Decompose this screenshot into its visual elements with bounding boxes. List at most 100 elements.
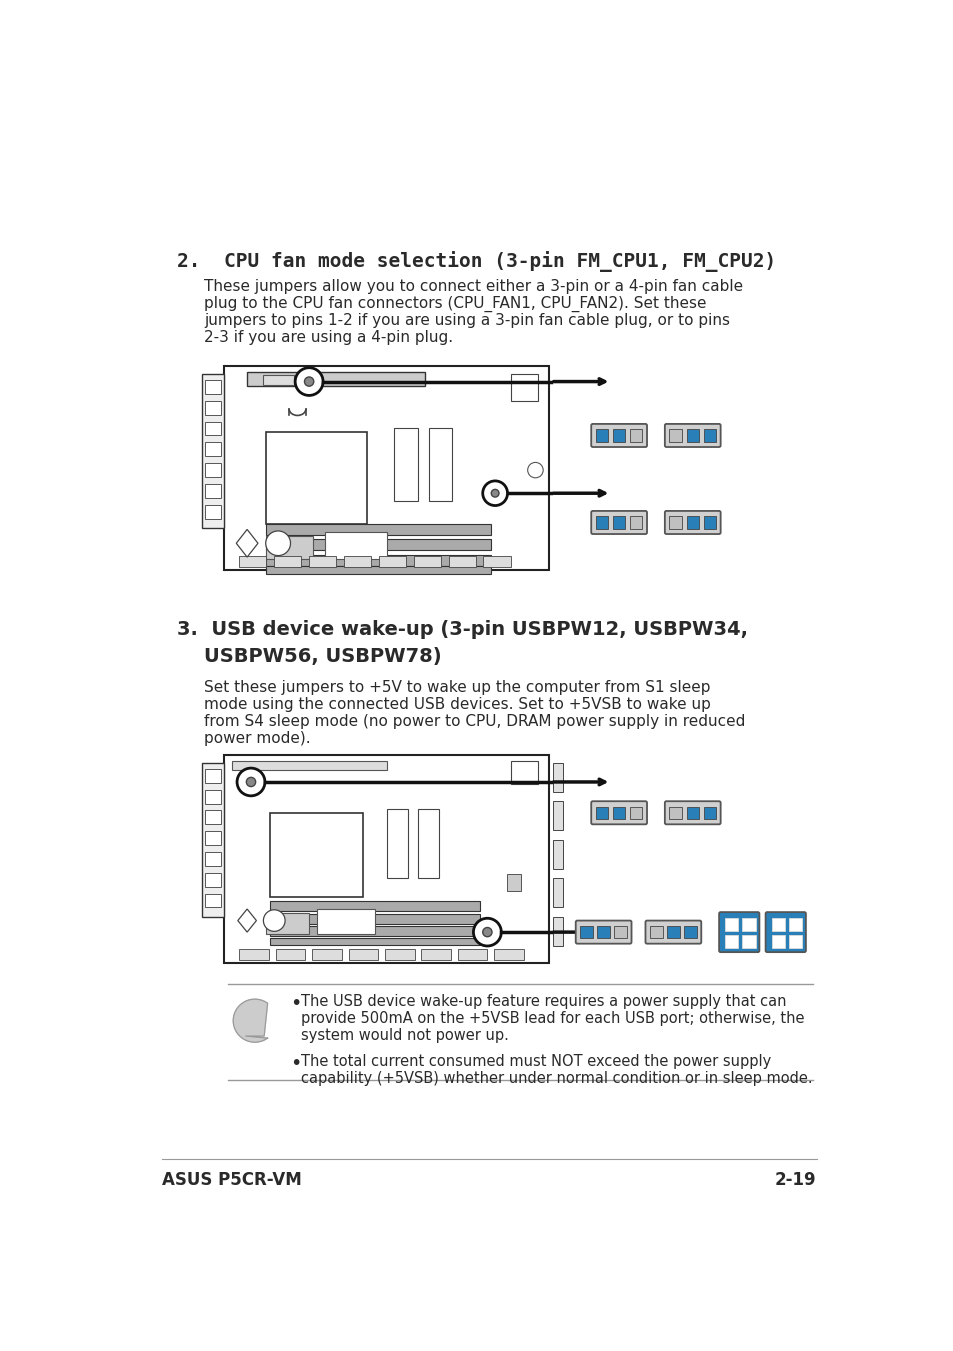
Bar — [448, 557, 476, 567]
Circle shape — [294, 367, 323, 396]
Bar — [612, 516, 624, 528]
Bar — [205, 893, 220, 908]
Polygon shape — [236, 530, 257, 557]
Bar — [506, 874, 520, 892]
Text: •: • — [290, 1054, 301, 1073]
Bar — [205, 380, 220, 394]
Bar — [266, 566, 491, 574]
Bar — [232, 761, 386, 770]
Polygon shape — [237, 909, 256, 932]
Bar — [669, 430, 681, 442]
Bar — [205, 873, 220, 886]
Bar — [686, 430, 699, 442]
Bar — [385, 948, 415, 959]
Bar — [741, 935, 755, 948]
Bar — [205, 422, 220, 435]
Circle shape — [246, 777, 255, 786]
Bar — [275, 948, 305, 959]
Bar — [205, 505, 220, 519]
Bar — [724, 919, 738, 931]
Bar — [553, 801, 562, 831]
Bar — [266, 524, 491, 535]
Bar — [703, 430, 716, 442]
Circle shape — [491, 489, 498, 497]
Bar — [669, 516, 681, 528]
Text: capability (+5VSB) whether under normal condition or in sleep mode.: capability (+5VSB) whether under normal … — [301, 1071, 812, 1086]
Circle shape — [482, 481, 507, 505]
Bar — [270, 901, 479, 912]
Text: These jumpers allow you to connect either a 3-pin or a 4-pin fan cable: These jumpers allow you to connect eithe… — [204, 280, 742, 295]
Bar — [686, 807, 699, 819]
Bar — [669, 807, 681, 819]
Bar — [274, 557, 301, 567]
Bar — [316, 909, 375, 934]
Bar — [553, 878, 562, 908]
Bar — [703, 516, 716, 528]
Bar — [205, 463, 220, 477]
Bar — [324, 532, 386, 559]
Bar — [239, 948, 269, 959]
Bar — [596, 807, 608, 819]
Bar — [205, 811, 220, 824]
Text: Set these jumpers to +5V to wake up the computer from S1 sleep: Set these jumpers to +5V to wake up the … — [204, 681, 710, 696]
Bar — [309, 557, 335, 567]
Bar — [686, 516, 699, 528]
Bar — [494, 948, 523, 959]
Bar — [205, 790, 220, 804]
Bar — [266, 555, 491, 566]
Bar — [629, 807, 641, 819]
Text: The USB device wake-up feature requires a power supply that can: The USB device wake-up feature requires … — [301, 994, 786, 1009]
Bar — [703, 807, 716, 819]
Bar — [612, 807, 624, 819]
Bar — [344, 557, 371, 567]
FancyBboxPatch shape — [591, 511, 646, 534]
FancyBboxPatch shape — [591, 424, 646, 447]
FancyBboxPatch shape — [664, 511, 720, 534]
Bar — [629, 430, 641, 442]
Bar — [266, 913, 309, 935]
FancyBboxPatch shape — [765, 912, 805, 952]
Bar — [666, 925, 679, 939]
Circle shape — [304, 377, 314, 386]
Text: power mode).: power mode). — [204, 731, 311, 746]
Bar — [429, 428, 452, 501]
Bar — [724, 935, 738, 948]
Polygon shape — [233, 1000, 268, 1042]
Bar — [553, 763, 562, 792]
Bar — [202, 374, 224, 528]
FancyBboxPatch shape — [664, 424, 720, 447]
Bar — [596, 516, 608, 528]
Bar — [649, 925, 661, 939]
Bar — [239, 557, 266, 567]
Bar — [266, 431, 367, 524]
Bar — [386, 809, 408, 878]
Bar — [205, 852, 220, 866]
Bar — [270, 925, 479, 936]
Bar — [270, 915, 479, 924]
Text: from S4 sleep mode (no power to CPU, DRAM power supply in reduced: from S4 sleep mode (no power to CPU, DRA… — [204, 715, 745, 730]
Bar — [205, 831, 220, 846]
Bar — [224, 755, 549, 963]
FancyBboxPatch shape — [645, 920, 700, 943]
Circle shape — [473, 919, 500, 946]
Circle shape — [266, 531, 291, 555]
Bar — [421, 948, 451, 959]
Bar — [266, 535, 313, 559]
Bar — [771, 935, 784, 948]
Bar — [312, 948, 341, 959]
Text: ASUS P5CR-VM: ASUS P5CR-VM — [162, 1171, 301, 1189]
Bar — [202, 763, 224, 917]
Bar — [788, 935, 801, 948]
Text: 3.  USB device wake-up (3-pin USBPW12, USBPW34,: 3. USB device wake-up (3-pin USBPW12, US… — [177, 620, 747, 639]
Circle shape — [527, 462, 542, 478]
Bar — [205, 769, 220, 782]
Bar — [348, 948, 377, 959]
Bar — [612, 430, 624, 442]
Text: USBPW56, USBPW78): USBPW56, USBPW78) — [177, 647, 441, 666]
Circle shape — [236, 769, 265, 796]
Bar — [510, 374, 537, 401]
Bar — [457, 948, 487, 959]
Bar — [247, 373, 425, 386]
Bar — [579, 925, 592, 939]
Bar — [553, 917, 562, 946]
